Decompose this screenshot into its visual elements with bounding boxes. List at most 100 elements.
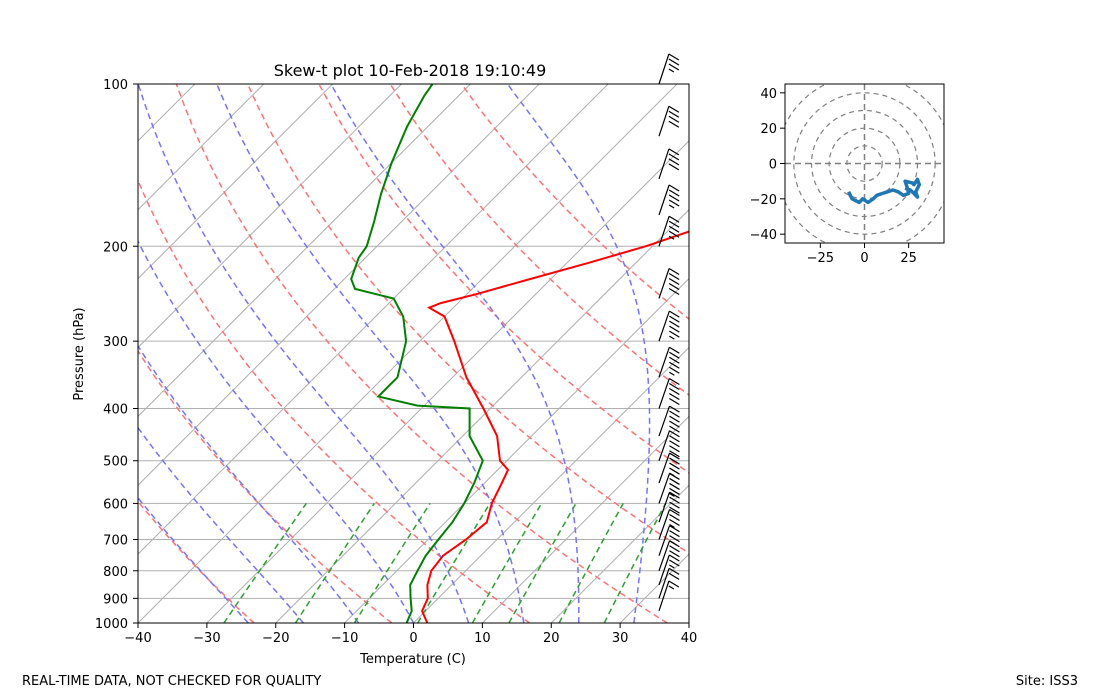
x-tick-label: −40 bbox=[124, 631, 151, 646]
wind-barb bbox=[658, 267, 680, 299]
y-tick-label: 100 bbox=[103, 78, 128, 93]
isotherm-line bbox=[275, 209, 689, 623]
isotherm-line bbox=[206, 140, 689, 623]
temperature-profile-line bbox=[421, 230, 689, 623]
x-tick-label: −20 bbox=[262, 631, 289, 646]
isotherm-line bbox=[138, 84, 678, 623]
hodograph-x-tick-label: 25 bbox=[900, 251, 917, 266]
wind-barb bbox=[658, 472, 680, 504]
hodograph-trace bbox=[847, 177, 922, 205]
mixing-ratio-line bbox=[223, 502, 307, 623]
isotherm-line bbox=[758, 84, 1100, 623]
wind-barb bbox=[658, 310, 680, 342]
skewt-frame bbox=[137, 83, 690, 624]
y-tick-label: 1000 bbox=[95, 617, 128, 632]
wind-barb bbox=[658, 53, 680, 85]
hodograph-y-tick-label: 0 bbox=[769, 158, 777, 173]
wind-barb bbox=[658, 554, 680, 586]
moist-adiabat-line bbox=[138, 84, 470, 623]
y-tick-label: 700 bbox=[103, 534, 128, 549]
hodograph-axes: −25 0 25 40 20 0 −20 −40 bbox=[750, 87, 917, 266]
wind-barbs bbox=[658, 53, 680, 612]
site-label: Site: ISS3 bbox=[1015, 674, 1078, 689]
hodograph-x-tick-label: 0 bbox=[860, 251, 868, 266]
dry-adiabat-line bbox=[246, 84, 689, 555]
wind-barb bbox=[658, 452, 680, 484]
wind-barb bbox=[658, 184, 680, 216]
dry-adiabat-line bbox=[138, 178, 531, 623]
dry-adiabat-line bbox=[460, 84, 689, 320]
wind-barb bbox=[658, 346, 680, 378]
x-tick-label: 40 bbox=[681, 631, 698, 646]
wind-barb bbox=[658, 377, 680, 409]
isotherm-line bbox=[688, 622, 689, 623]
y-axis-label: Pressure (hPa) bbox=[72, 307, 87, 400]
moist-adiabat-line bbox=[138, 496, 249, 623]
wind-barb bbox=[658, 430, 680, 461]
y-tick-label: 600 bbox=[103, 497, 128, 512]
isotherm-line bbox=[413, 346, 689, 623]
wind-barb bbox=[658, 491, 680, 523]
x-tick-label: 0 bbox=[409, 631, 417, 646]
wind-barb bbox=[658, 525, 680, 556]
mixing-ratio-line bbox=[471, 503, 543, 623]
x-axis-label: Temperature (C) bbox=[359, 652, 466, 667]
isotherm-line bbox=[0, 84, 57, 623]
hodograph-y-tick-label: −20 bbox=[750, 193, 777, 208]
moist-adiabat-line bbox=[216, 84, 525, 623]
moist-adiabat-line bbox=[330, 84, 580, 623]
mixing-ratio-line bbox=[417, 503, 491, 623]
x-tick-label: 10 bbox=[474, 631, 491, 646]
isotherm-line bbox=[138, 84, 402, 349]
x-tick-label: 20 bbox=[543, 631, 560, 646]
isotherm-line bbox=[138, 84, 540, 486]
isotherm-line bbox=[619, 553, 689, 623]
y-tick-label: 200 bbox=[103, 240, 128, 255]
moist-adiabat-line bbox=[138, 344, 360, 623]
wind-barb bbox=[658, 215, 680, 247]
isotherm-line bbox=[138, 84, 333, 280]
quality-disclaimer: REAL-TIME DATA, NOT CHECKED FOR QUALITY bbox=[22, 674, 322, 689]
hodograph-plot-area bbox=[785, 84, 944, 243]
moist-adiabat-line bbox=[138, 239, 415, 623]
hodograph-y-tick-label: −40 bbox=[750, 228, 777, 243]
isotherm-line bbox=[138, 84, 265, 211]
y-tick-label: 300 bbox=[103, 335, 128, 350]
wind-barb bbox=[658, 148, 680, 180]
x-tick-label: 30 bbox=[612, 631, 629, 646]
dry-adiabat-line bbox=[175, 84, 668, 623]
y-tick-label: 500 bbox=[103, 455, 128, 470]
wind-barb bbox=[658, 540, 680, 571]
chart-title: Skew-t plot 10-Feb-2018 19:10:49 bbox=[274, 61, 547, 80]
hodograph-y-tick-label: 20 bbox=[760, 122, 777, 137]
y-tick-label: 900 bbox=[103, 592, 128, 607]
isotherm-line bbox=[138, 84, 609, 555]
y-tick-label: 400 bbox=[103, 403, 128, 418]
skewt-panel: −40 −30 −20 −10 0 10 20 30 401002003004005006007… bbox=[0, 53, 1100, 667]
isotherm-line bbox=[827, 84, 1100, 623]
hodograph-x-tick-label: −25 bbox=[807, 251, 834, 266]
isotherm-line bbox=[138, 84, 196, 142]
hodograph-panel: −25 0 25 40 20 0 −20 −40 bbox=[750, 83, 945, 266]
skewt-axes: −40 −30 −20 −10 0 10 20 30 40 100 200 300 400 500 600 7… bbox=[95, 78, 697, 646]
dry-adiabat-line bbox=[318, 84, 689, 474]
wind-barb bbox=[658, 580, 680, 612]
x-tick-label: −10 bbox=[331, 631, 358, 646]
isotherm-line bbox=[138, 84, 471, 418]
isotherm-line bbox=[482, 415, 689, 623]
mixing-ratio-line bbox=[294, 502, 375, 623]
wind-barb bbox=[658, 105, 680, 137]
isotherm-line bbox=[344, 277, 689, 623]
isotherm-line bbox=[550, 484, 689, 623]
wind-barb bbox=[658, 567, 680, 599]
skewt-plot-area bbox=[0, 84, 1100, 623]
mixing-ratio-line bbox=[353, 502, 431, 623]
wind-barb bbox=[658, 508, 680, 540]
hodograph-y-tick-label: 40 bbox=[760, 87, 777, 102]
x-tick-label: −30 bbox=[193, 631, 220, 646]
moist-adiabat-line bbox=[138, 426, 304, 623]
dewpoint-profile-line bbox=[350, 84, 484, 623]
wind-barb bbox=[658, 405, 680, 437]
y-tick-label: 800 bbox=[103, 565, 128, 580]
